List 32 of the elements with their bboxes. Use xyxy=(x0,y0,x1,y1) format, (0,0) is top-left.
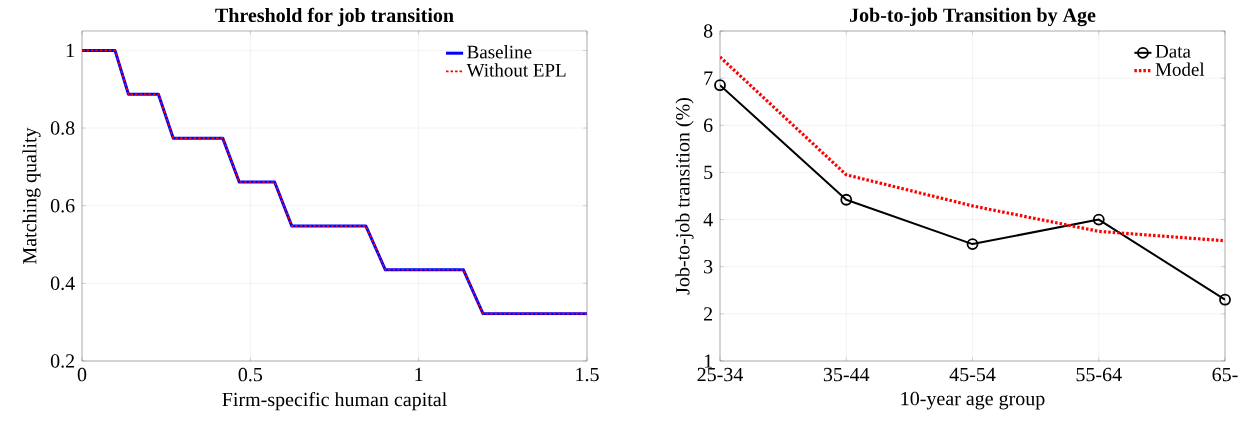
x-tick-label: 0 xyxy=(77,367,87,382)
y-tick-label: 3 xyxy=(704,260,713,274)
y-tick-label: 5 xyxy=(704,165,713,180)
x-tick-label: 25-34 xyxy=(697,367,744,382)
x-tick-label: 1 xyxy=(415,367,423,382)
y-tick-label: 0.8 xyxy=(50,121,75,135)
legend-label: Model xyxy=(1155,62,1205,76)
y-tick-label: 1 xyxy=(704,354,712,368)
legend-label: Without EPL xyxy=(466,63,566,77)
y-tick-label: 8 xyxy=(703,24,713,38)
x-tick-label: 55-64 xyxy=(1076,367,1122,382)
chart-title: Job-to-job Transition by Age xyxy=(849,7,1096,27)
x-axis-title: Firm-specific human capital xyxy=(222,391,447,411)
y-axis-title: Matching quality xyxy=(22,127,41,265)
y-tick-label: 0.4 xyxy=(50,276,75,291)
y-tick-label: 2 xyxy=(704,307,713,321)
y-tick-label: 0.2 xyxy=(50,354,75,368)
legend-label: Data xyxy=(1155,45,1191,58)
x-tick-label: 0.5 xyxy=(238,367,263,382)
y-tick-label: 0.6 xyxy=(50,198,75,213)
y-tick-label: 7 xyxy=(704,71,713,85)
chart-title: Threshold for job transition xyxy=(215,7,454,27)
x-tick-label: 35-44 xyxy=(823,367,870,382)
y-tick-label: 6 xyxy=(704,118,713,132)
x-tick-label: 65- xyxy=(1212,367,1238,382)
x-tick-label: 45-54 xyxy=(949,367,996,382)
legend-label: Baseline xyxy=(467,45,532,59)
y-axis-title: Job-to-job transition (%) xyxy=(675,97,694,295)
x-axis-title: 10-year age group xyxy=(901,391,1045,410)
y-tick-label: 1 xyxy=(66,43,74,58)
x-tick-label: 1.5 xyxy=(576,367,599,382)
y-tick-label: 4 xyxy=(703,213,713,227)
